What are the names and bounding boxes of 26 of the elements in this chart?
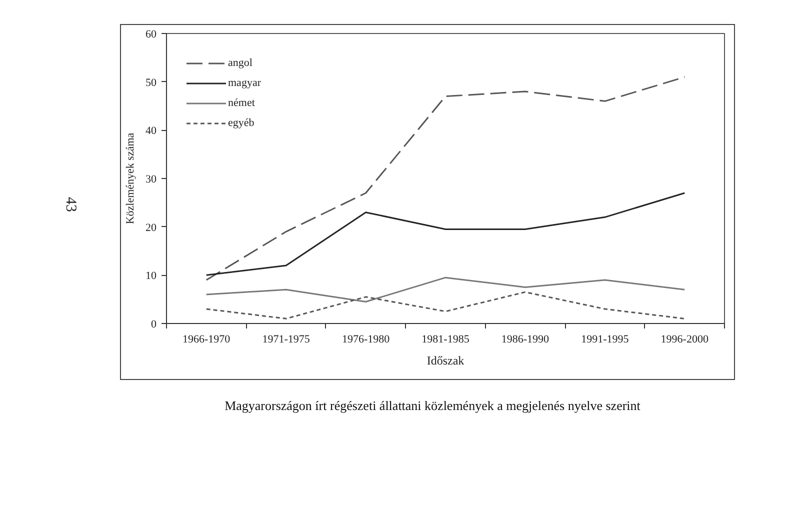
x-tick-label: 1986-1990: [501, 334, 550, 346]
legend-label: angol: [228, 57, 252, 69]
y-tick-label: 0: [151, 318, 157, 330]
x-tick-label: 1981-1985: [422, 334, 470, 346]
y-tick-label: 10: [146, 270, 157, 282]
y-tick-label: 20: [146, 222, 157, 234]
text: Magyarországon írt régészeti állattani közlemények a megjelenés nyelve szerint: [224, 397, 642, 415]
x-tick-label: 1991-1995: [581, 334, 630, 346]
x-axis-title: Időszak: [426, 354, 464, 368]
legend-label: német: [228, 97, 255, 109]
x-tick-label: 1971-1975: [262, 334, 310, 346]
legend-label: magyar: [228, 77, 261, 89]
y-tick-label: 40: [146, 125, 157, 138]
y-axis-title: Közlemények száma: [124, 132, 136, 224]
line-series: [206, 192, 686, 276]
x-tick-label: 1996-2000: [660, 334, 709, 346]
x-tick-label: 1976-1980: [342, 334, 390, 346]
line-series: [206, 76, 686, 281]
line-series: [206, 291, 686, 320]
legend-label: egyéb: [228, 117, 254, 129]
x-tick-label: 1966-1970: [182, 334, 231, 346]
y-tick-label: 30: [146, 174, 157, 186]
line-series: [206, 276, 686, 302]
y-tick-label: 50: [146, 76, 157, 89]
y-tick-label: 60: [146, 28, 157, 40]
text: 43: [61, 197, 80, 212]
